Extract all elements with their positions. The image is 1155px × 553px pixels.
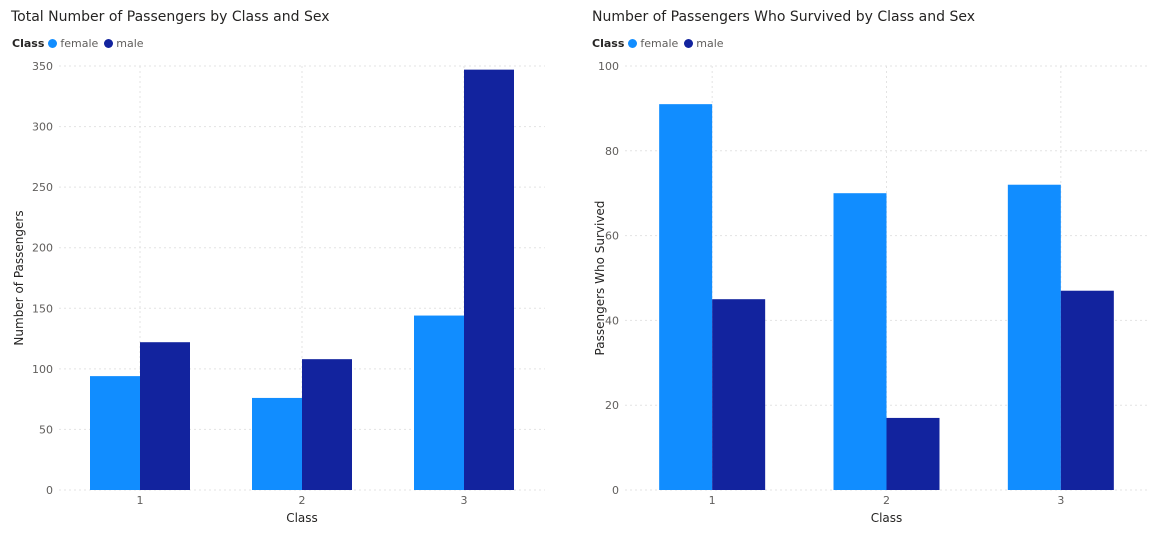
bar-female-class-2[interactable] xyxy=(252,397,302,490)
y-tick-label: 80 xyxy=(605,145,619,158)
y-axis-title: Passengers Who Survived xyxy=(593,201,607,356)
bar-male-class-1[interactable] xyxy=(712,299,766,490)
chart-title: Total Number of Passengers by Class and … xyxy=(11,9,330,25)
x-tick-label: 1 xyxy=(709,494,716,507)
y-tick-label: 0 xyxy=(612,484,619,497)
bar-female-class-1[interactable] xyxy=(659,104,713,490)
bar-female-class-3[interactable] xyxy=(1007,184,1061,490)
y-tick-label: 40 xyxy=(605,314,619,327)
legend-item-female[interactable]: female xyxy=(628,37,678,50)
legend-marker-female xyxy=(48,39,58,48)
y-tick-label: 150 xyxy=(32,302,53,315)
y-tick-label: 60 xyxy=(605,230,619,243)
legend-label-male: male xyxy=(116,37,144,50)
bar-female-class-3[interactable] xyxy=(414,315,464,490)
bar-chart-plot: 0 20 40 60 80 100 1 2 3 Class Passengers Who Survi… xyxy=(593,60,1148,525)
bar-male-class-3[interactable] xyxy=(1060,290,1114,490)
x-tick-label: 2 xyxy=(299,494,306,507)
chart-title: Number of Passengers Who Survived by Cla… xyxy=(592,9,975,25)
legend-item-male[interactable]: male xyxy=(104,37,144,50)
legend-item-female[interactable]: female xyxy=(48,37,98,50)
bar-chart-plot: 0 50 100 150 200 250 300 350 1 2 3 Class Number of P… xyxy=(12,60,545,525)
bar-male-class-2[interactable] xyxy=(302,359,352,490)
legend-title: Class xyxy=(592,37,625,50)
legend-marker-male xyxy=(104,39,114,48)
x-tick-label: 1 xyxy=(137,494,144,507)
x-axis-title: Class xyxy=(286,511,318,525)
x-tick-label: 2 xyxy=(883,494,890,507)
y-tick-label: 250 xyxy=(32,181,53,194)
y-tick-label: 300 xyxy=(32,121,53,134)
y-tick-label: 100 xyxy=(598,60,619,73)
y-tick-label: 0 xyxy=(46,484,53,497)
y-tick-label: 50 xyxy=(39,423,53,436)
y-tick-label: 200 xyxy=(32,242,53,255)
y-tick-label: 100 xyxy=(32,363,53,376)
bar-female-class-2[interactable] xyxy=(833,193,887,490)
y-tick-label: 20 xyxy=(605,399,619,412)
legend-title: Class xyxy=(12,37,45,50)
x-tick-label: 3 xyxy=(461,494,468,507)
chart-panel-survivors: Number of Passengers Who Survived by Cla… xyxy=(580,0,1155,553)
bar-female-class-1[interactable] xyxy=(90,376,140,490)
bar-male-class-2[interactable] xyxy=(886,417,940,490)
legend-item-male[interactable]: male xyxy=(684,37,724,50)
legend-label-female: female xyxy=(60,37,99,50)
legend: Class female male xyxy=(12,37,150,50)
chart-panel-total-passengers: Total Number of Passengers by Class and … xyxy=(11,9,545,525)
legend-marker-female xyxy=(628,39,638,48)
legend-label-male: male xyxy=(696,37,724,50)
bar-male-class-1[interactable] xyxy=(140,342,190,490)
x-axis-title: Class xyxy=(871,511,903,525)
legend: Class female male xyxy=(592,37,730,50)
legend-marker-male xyxy=(684,39,694,48)
y-tick-label: 350 xyxy=(32,60,53,73)
bar-male-class-3[interactable] xyxy=(464,69,514,491)
x-tick-label: 3 xyxy=(1057,494,1064,507)
y-axis-title: Number of Passengers xyxy=(12,210,26,345)
legend-label-female: female xyxy=(640,37,679,50)
